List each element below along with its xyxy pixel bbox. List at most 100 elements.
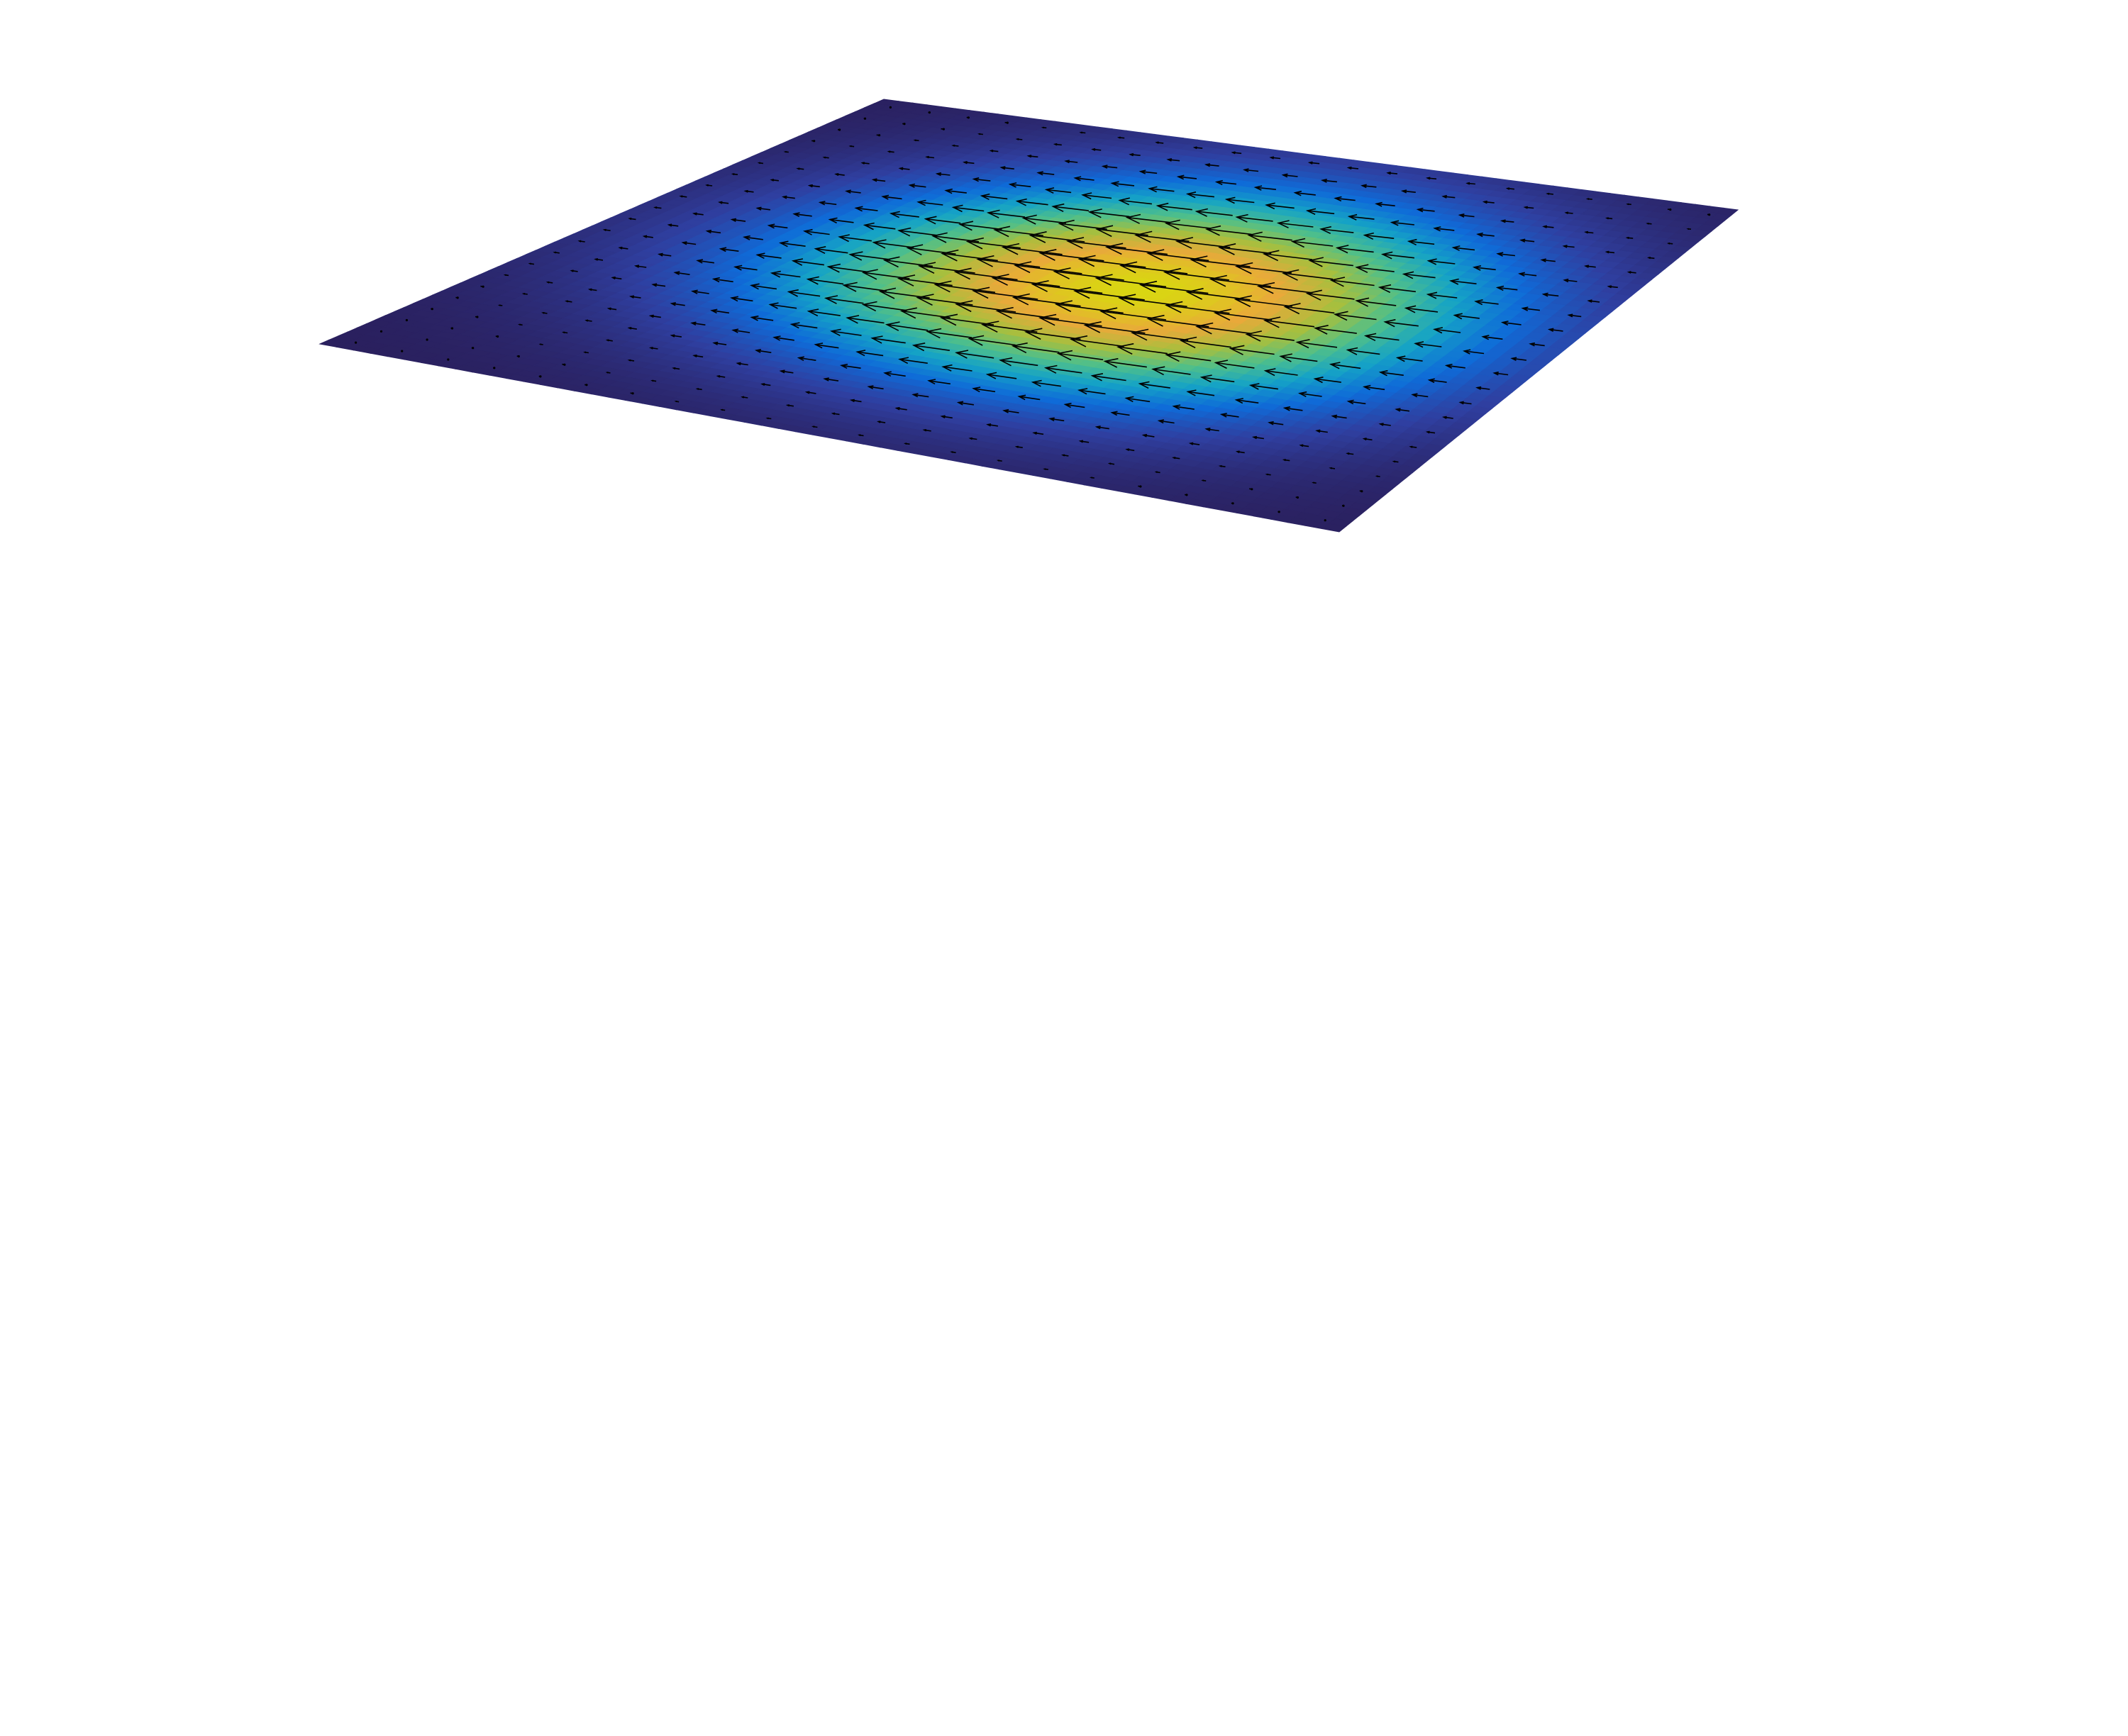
quiver-arrow-34 bbox=[922, 429, 931, 432]
quiver-arrow-109 bbox=[1392, 460, 1399, 463]
quiver-arrow-225 bbox=[791, 258, 825, 266]
quiver-arrow-301 bbox=[1256, 282, 1313, 294]
quiver-arrow-356 bbox=[908, 183, 926, 189]
quiver-arrow-280 bbox=[1283, 303, 1335, 315]
quiver-arrow-312 bbox=[854, 206, 878, 212]
quiver-arrow-255 bbox=[1117, 294, 1187, 308]
quiver-arrow-336 bbox=[951, 204, 985, 213]
quiver-arrow-178 bbox=[633, 265, 647, 268]
quiver-arrow-137 bbox=[710, 308, 730, 314]
quiver-arrow-461 bbox=[1686, 228, 1692, 230]
quiver-arrow-158 bbox=[690, 289, 709, 294]
quiver-arrow-462 bbox=[889, 106, 892, 108]
quiver-arrow-404 bbox=[1110, 181, 1135, 187]
quiver-arrow-405 bbox=[1148, 186, 1175, 193]
quiver-arrow-253 bbox=[1031, 280, 1103, 294]
quiver-arrow-104 bbox=[1157, 419, 1175, 424]
quiver-arrow-174 bbox=[1395, 408, 1410, 412]
quiver-arrow-219 bbox=[1475, 386, 1490, 390]
quiver-arrow-338 bbox=[1021, 214, 1066, 225]
quiver-arrow-307 bbox=[1547, 328, 1563, 333]
quiver-arrow-357 bbox=[944, 188, 967, 194]
quiver-arrow-177 bbox=[594, 258, 604, 261]
quiver-arrow-438 bbox=[1625, 236, 1634, 240]
quiver-arrow-313 bbox=[889, 211, 919, 218]
quiver-arrow-331 bbox=[770, 179, 779, 182]
quiver-arrow-453 bbox=[1361, 184, 1377, 189]
quiver-arrow-306 bbox=[1500, 321, 1522, 326]
quiver-arrows bbox=[355, 106, 1711, 522]
quiver-arrow-371 bbox=[1518, 272, 1537, 277]
quiver-arrow-125 bbox=[1124, 396, 1151, 403]
quiver-arrow-430 bbox=[1293, 190, 1316, 196]
quiver-arrow-295 bbox=[1001, 243, 1063, 255]
quiver-arrow-289 bbox=[792, 212, 812, 218]
quiver-arrow-314 bbox=[924, 216, 961, 225]
quiver-arrow-402 bbox=[1036, 171, 1055, 176]
quiver-arrow-32 bbox=[831, 412, 840, 416]
quiver-arrow-346 bbox=[1355, 264, 1395, 274]
quiver-arrow-303 bbox=[1355, 297, 1397, 307]
quiver-arrow-281 bbox=[1333, 311, 1377, 321]
quiver-arrow-362 bbox=[1125, 213, 1170, 224]
quiver-arrow-189 bbox=[1069, 335, 1124, 347]
quiver-arrow-232 bbox=[1054, 300, 1124, 314]
quiver-arrow-387 bbox=[1276, 220, 1314, 229]
quiver-arrow-287 bbox=[718, 201, 729, 204]
quiver-arrow-283 bbox=[1432, 327, 1461, 334]
quiver-arrow-110 bbox=[480, 285, 484, 288]
quiver-arrow-30 bbox=[741, 396, 748, 399]
quiver-arrow-454 bbox=[1400, 189, 1416, 194]
quiver-arrow-427 bbox=[1176, 174, 1197, 180]
quiver-arrow-154 bbox=[528, 262, 535, 265]
quiver-arrow-384 bbox=[1156, 202, 1192, 211]
quiver-arrow-282 bbox=[1383, 318, 1419, 328]
quiver-arrow-475 bbox=[1386, 171, 1398, 175]
quiver-arrow-440 bbox=[863, 117, 867, 120]
quiver-arrow-305 bbox=[1453, 313, 1480, 320]
quiver-arrow-325 bbox=[1378, 284, 1416, 294]
quiver-arrow-262 bbox=[1463, 349, 1485, 355]
quiver-arrow-446 bbox=[1091, 148, 1102, 151]
quiver-arrow-40 bbox=[1201, 479, 1207, 482]
quiver-arrow-250 bbox=[917, 262, 975, 274]
quiver-arrow-2 bbox=[447, 358, 450, 361]
quiver-arrow-394 bbox=[1583, 265, 1596, 268]
quiver-arrow-308 bbox=[705, 184, 713, 187]
quiver-arrow-322 bbox=[1234, 262, 1292, 274]
quiver-arrow-52 bbox=[760, 383, 771, 386]
quiver-arrow-235 bbox=[1195, 322, 1252, 335]
quiver-arrow-292 bbox=[897, 227, 938, 237]
quiver-arrow-190 bbox=[1116, 343, 1168, 355]
quiver-arrow-309 bbox=[743, 189, 754, 193]
quiver-arrow-172 bbox=[1298, 391, 1322, 398]
quiver-arrow-196 bbox=[1411, 393, 1429, 398]
quiver-arrow-3 bbox=[493, 367, 496, 369]
quiver-arrow-130 bbox=[1362, 438, 1373, 441]
quiver-arrow-328 bbox=[1521, 306, 1540, 311]
quiver-arrow-367 bbox=[1335, 245, 1374, 254]
quiver-arrow-220 bbox=[602, 228, 611, 232]
quiver-arrow-272 bbox=[941, 249, 998, 262]
quiver-arrow-351 bbox=[1587, 299, 1600, 303]
quiver-arrow-155 bbox=[570, 269, 578, 272]
quiver-arrow-470 bbox=[1192, 146, 1203, 150]
quiver-arrow-359 bbox=[1015, 198, 1048, 206]
quiver-arrow-449 bbox=[1204, 163, 1219, 167]
quiver-arrow-141 bbox=[870, 335, 906, 344]
quiver-arrow-333 bbox=[845, 189, 861, 194]
quiver-arrow-85 bbox=[1282, 459, 1290, 462]
quiver-arrow-17 bbox=[1138, 485, 1142, 488]
quiver-arrow-246 bbox=[779, 240, 806, 247]
quiver-arrow-242 bbox=[628, 217, 636, 221]
quiver-arrow-36 bbox=[1014, 445, 1023, 448]
quiver-arrow-22 bbox=[379, 330, 383, 333]
quiver-arrow-319 bbox=[1104, 243, 1168, 255]
quiver-arrow-248 bbox=[848, 251, 891, 261]
quiver-arrow-431 bbox=[1334, 196, 1356, 202]
quiver-arrow-284 bbox=[1481, 335, 1503, 340]
quiver-arrow-35 bbox=[968, 437, 977, 440]
quiver-arrow-203 bbox=[770, 270, 801, 278]
quiver-arrow-192 bbox=[1214, 360, 1255, 369]
quiver-arrow-132 bbox=[503, 274, 509, 277]
